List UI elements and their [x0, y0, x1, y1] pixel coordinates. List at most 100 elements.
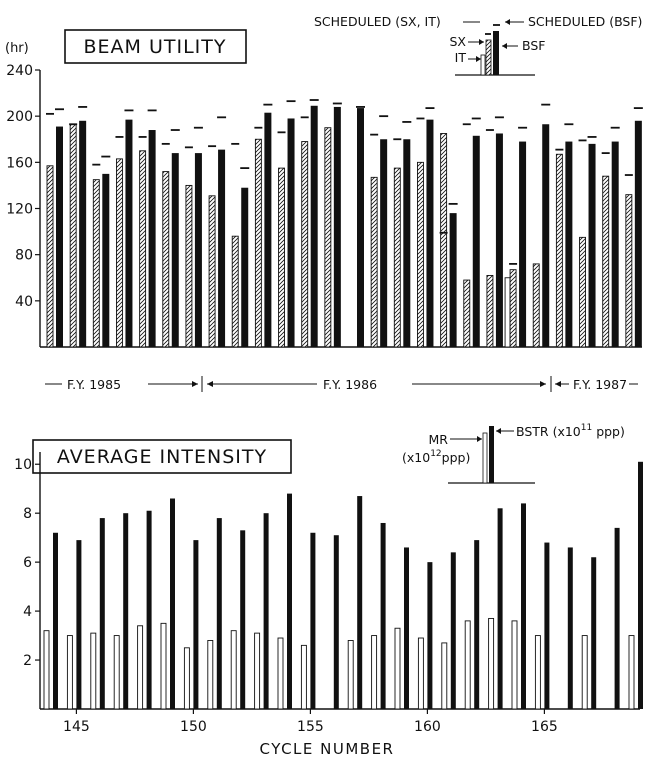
mr-bar — [628, 635, 635, 710]
bottom-x-tick-label: 165 — [531, 719, 558, 735]
bottom-y-tick-label: 6 — [23, 555, 32, 571]
mr-bar — [464, 620, 471, 710]
beam-utility-title-box — [64, 29, 247, 64]
mr-bar — [534, 635, 541, 710]
sx-bar — [231, 235, 239, 348]
bsf-bar — [194, 153, 202, 347]
mr-bar — [66, 635, 73, 710]
fiscal-year-1987: F.Y. 1987 — [573, 377, 627, 392]
bottom-y-tick-label: 4 — [23, 604, 32, 620]
mr-bar — [394, 627, 401, 710]
fiscal-year-1986: F.Y. 1986 — [323, 377, 377, 392]
bstr-bar — [193, 540, 199, 709]
bstr-bar — [380, 522, 386, 709]
bstr-bar — [76, 540, 82, 709]
sx-bar — [440, 133, 448, 348]
bstr-bar — [567, 547, 573, 709]
bottom-x-tick-label: 145 — [63, 719, 90, 735]
bsf-bar — [79, 120, 87, 348]
bsf-bar — [171, 153, 179, 347]
beam-utility-panel: BEAM UTILITY (hr) SCHEDULED (SX, IT) SCH… — [5, 14, 643, 392]
bsf-bar — [56, 126, 63, 347]
bstr-bar — [404, 547, 409, 709]
bsf-bar — [357, 108, 364, 348]
mr-bar — [230, 630, 237, 710]
bstr-bar — [263, 513, 269, 709]
bstr-bar — [333, 535, 339, 709]
sx-bar — [278, 167, 285, 348]
mr-bar — [183, 647, 190, 710]
beam-utility-legend: SCHEDULED (SX, IT) SCHEDULED (BSF) SX IT… — [314, 14, 642, 65]
sx-bar — [69, 123, 77, 348]
legend-bsf-bar — [493, 31, 499, 75]
legend-arrowhead — [496, 428, 501, 434]
mr-bar — [347, 640, 354, 710]
legend-it: IT — [455, 50, 467, 65]
top-y-tick-label: 40 — [15, 294, 33, 310]
bsf-bar — [634, 120, 642, 348]
legend-arrowhead — [479, 39, 484, 45]
legend-mr-unit: (x1012ppp) — [402, 449, 470, 465]
bsf-bar — [611, 141, 619, 347]
bstr-bar — [357, 496, 363, 709]
mr-bar — [417, 637, 424, 710]
legend-mr-exponent: 12 — [430, 449, 441, 459]
mr-bar — [277, 637, 284, 710]
top-y-tick-label: 80 — [15, 248, 33, 264]
bstr-bar — [614, 527, 620, 709]
average-intensity-title: AVERAGE INTENSITY — [57, 446, 267, 468]
bottom-y-tick-label: 2 — [23, 653, 32, 669]
legend-mr-tail: ppp) — [442, 450, 471, 465]
average-intensity-title-box — [32, 439, 292, 474]
fy-arrow — [207, 381, 213, 387]
bsf-bar — [495, 133, 503, 347]
legend-scheduled-bsf: SCHEDULED (BSF) — [528, 14, 642, 29]
mr-bar — [441, 642, 448, 710]
sx-bar — [254, 138, 262, 348]
legend-bstr-tail: ppp) — [592, 424, 625, 439]
average-intensity-legend: MR (x1012ppp) BSTR (x1011 ppp) — [402, 423, 625, 465]
bsf-bar — [148, 130, 156, 347]
fy-arrow — [192, 381, 198, 387]
bsf-bar — [102, 173, 110, 347]
bstr-bar — [310, 532, 316, 709]
legend-arrowhead — [505, 19, 510, 25]
sx-bar — [162, 171, 170, 348]
legend-bsf: BSF — [522, 38, 545, 53]
sx-bar — [92, 179, 100, 348]
bsf-bar — [565, 141, 573, 347]
bstr-bar — [544, 542, 550, 709]
top-y-tick-label: 120 — [6, 202, 33, 218]
mr-bar — [160, 622, 167, 710]
legend-mr: MR — [429, 432, 449, 447]
mr-bar — [300, 644, 307, 710]
bstr-bar — [287, 493, 292, 709]
legend-arrowhead — [477, 436, 482, 442]
legend-mr-unit-text: (x10 — [402, 450, 430, 465]
legend-bstr-text: BSTR (x10 — [516, 424, 581, 439]
bstr-bar — [123, 513, 129, 709]
bsf-bar — [380, 139, 388, 347]
average-intensity-panel: AVERAGE INTENSITY MR (x1012ppp) BSTR (x1… — [14, 423, 643, 758]
bstr-bar — [521, 503, 526, 709]
legend-bstr-exponent: 11 — [581, 423, 592, 433]
bstr-bar — [474, 540, 480, 709]
bsf-bar — [333, 106, 341, 347]
it-bar — [504, 277, 511, 348]
bstr-bar — [170, 498, 175, 709]
mr-bar — [511, 620, 518, 710]
bsf-bar — [403, 139, 411, 347]
bsf-bar — [218, 149, 226, 347]
bottom-x-tick-label: 160 — [414, 719, 441, 735]
bsf-bar — [287, 118, 295, 347]
mr-bar — [581, 635, 588, 710]
legend-arrowhead — [502, 43, 507, 49]
bsf-bar — [588, 143, 596, 347]
bottom-y-tick-label: 8 — [23, 506, 32, 522]
top-y-tick-label: 200 — [6, 109, 33, 125]
sx-bar — [393, 167, 401, 348]
legend-it-bar — [480, 54, 486, 76]
bsf-bar — [310, 105, 318, 347]
beam-utility-title: BEAM UTILITY — [84, 36, 227, 58]
